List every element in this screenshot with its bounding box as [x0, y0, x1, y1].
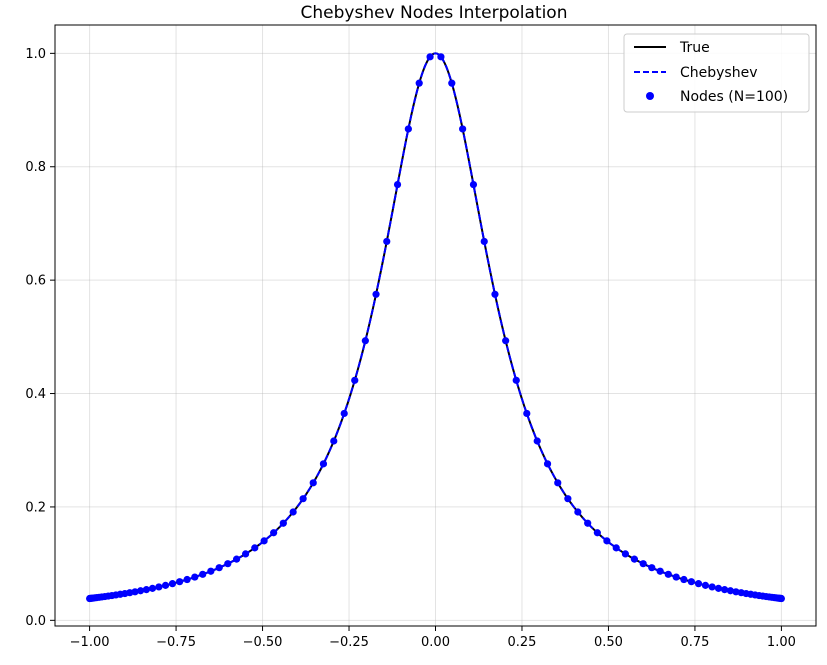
node-point — [215, 564, 223, 572]
node-point — [491, 290, 499, 298]
node-point — [86, 594, 94, 603]
x-axis: −1.00 −0.75 −0.50 −0.25 0.00 0.25 0.50 0.75 1.00 — [70, 626, 796, 650]
node-point — [340, 409, 348, 418]
node-point — [168, 580, 177, 588]
node-point — [523, 409, 531, 418]
node-point — [176, 578, 184, 586]
node-point — [664, 570, 672, 578]
legend-swatch-nodes — [646, 92, 654, 100]
node-point — [603, 537, 611, 545]
node-point — [404, 125, 412, 133]
node-point — [574, 508, 582, 516]
y-tick-label: 0.2 — [25, 500, 46, 515]
y-tick-label: 1.0 — [25, 47, 46, 62]
node-point — [630, 555, 639, 563]
node-point — [372, 290, 380, 298]
node-point — [564, 495, 572, 503]
node-point — [251, 544, 259, 552]
node-point — [270, 529, 278, 537]
legend-box — [623, 33, 810, 113]
legend-label-true: True — [679, 40, 710, 56]
y-tick-label: 0.4 — [25, 387, 46, 402]
node-point — [183, 575, 191, 584]
node-point — [732, 588, 740, 596]
node-point — [694, 580, 703, 588]
node-point — [393, 180, 402, 189]
x-tick-label: −0.25 — [329, 635, 369, 650]
node-point — [299, 495, 307, 503]
legend-label-nodes: Nodes (N=100) — [680, 89, 788, 105]
node-point — [207, 567, 215, 575]
node-point — [512, 376, 520, 384]
node-point — [148, 584, 157, 592]
node-point — [289, 508, 297, 516]
node-point — [721, 586, 729, 594]
node-point — [701, 581, 710, 589]
node-point — [714, 584, 723, 592]
node-point — [260, 537, 268, 545]
node-point — [224, 560, 232, 568]
node-point — [554, 479, 562, 487]
y-axis: 0.0 0.2 0.4 0.6 0.8 1.0 — [25, 47, 55, 629]
y-tick-label: 0.0 — [25, 614, 46, 629]
node-point — [639, 560, 647, 568]
plot-area — [86, 52, 785, 603]
y-tick-label: 0.6 — [25, 274, 46, 289]
node-point — [161, 581, 170, 589]
node-point — [656, 567, 664, 575]
series-nodes — [86, 53, 785, 603]
node-point — [502, 337, 510, 345]
node-point — [459, 125, 467, 133]
legend: True Chebyshev Nodes (N=100) — [623, 33, 810, 113]
x-tick-label: 0.75 — [680, 635, 709, 650]
node-point — [708, 583, 716, 591]
node-point — [155, 583, 163, 591]
node-point — [672, 573, 680, 581]
node-point — [543, 460, 552, 468]
node-point — [437, 53, 445, 61]
node-point — [233, 555, 241, 563]
node-point — [448, 79, 456, 87]
x-tick-label: 0.00 — [421, 635, 450, 650]
node-point — [136, 587, 145, 595]
node-point — [533, 437, 541, 445]
x-tick-label: 0.50 — [594, 635, 623, 650]
node-point — [726, 587, 735, 595]
node-point — [480, 237, 488, 246]
node-point — [351, 376, 359, 384]
x-tick-label: −1.00 — [70, 635, 110, 650]
node-point — [680, 575, 688, 584]
node-point — [191, 573, 199, 581]
node-point — [469, 180, 478, 189]
y-tick-label: 0.8 — [25, 160, 46, 175]
node-point — [361, 337, 369, 345]
node-point — [142, 586, 150, 594]
node-point — [648, 564, 656, 572]
node-point — [621, 550, 630, 558]
grid — [55, 25, 816, 626]
node-point — [199, 570, 207, 578]
node-point — [330, 437, 338, 445]
node-point — [687, 578, 695, 586]
node-point — [383, 237, 391, 246]
node-point — [584, 519, 592, 527]
legend-label-chebyshev: Chebyshev — [680, 65, 758, 81]
node-point — [415, 79, 423, 87]
x-tick-label: 1.00 — [767, 635, 796, 650]
chart-title: Chebyshev Nodes Interpolation — [301, 3, 568, 23]
node-point — [593, 529, 601, 537]
node-point — [319, 460, 328, 468]
x-tick-label: 0.25 — [508, 635, 537, 650]
node-point — [612, 544, 620, 552]
x-tick-label: −0.75 — [156, 635, 196, 650]
axes-frame — [54, 24, 817, 627]
node-point — [279, 519, 287, 527]
node-point — [426, 53, 434, 61]
node-point — [241, 550, 250, 558]
node-point — [309, 479, 317, 487]
x-tick-label: −0.50 — [243, 635, 283, 650]
